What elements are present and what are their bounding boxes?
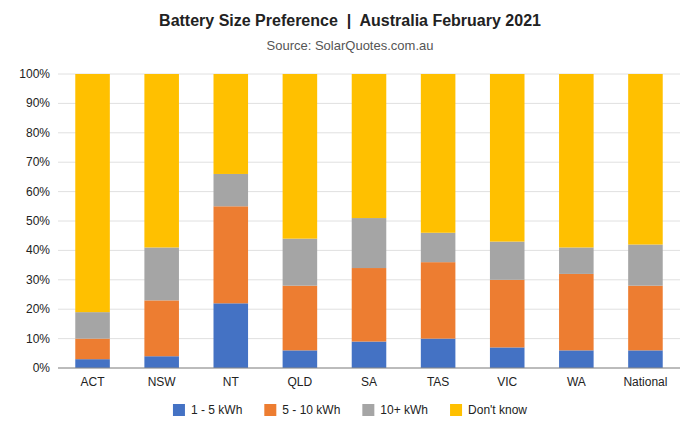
- x-tick-label: National: [623, 375, 667, 389]
- bar-segment: [421, 262, 456, 338]
- y-tick-label: 20%: [26, 302, 50, 316]
- y-tick-label: 90%: [26, 96, 50, 110]
- legend-item: 5 - 10 kWh: [264, 403, 340, 417]
- bar-segment: [421, 339, 456, 368]
- bar-segment: [283, 350, 318, 368]
- x-tick-label: TAS: [427, 375, 449, 389]
- y-tick-label: 100%: [19, 67, 50, 81]
- grid: [58, 74, 680, 368]
- x-tick-label: QLD: [288, 375, 313, 389]
- bar-segment: [144, 300, 179, 356]
- bar-segment: [352, 268, 387, 342]
- bar-segment: [490, 74, 525, 242]
- y-tick-label: 70%: [26, 155, 50, 169]
- x-tick-label: VIC: [497, 375, 517, 389]
- bar-segment: [75, 74, 110, 312]
- bar-segment: [490, 347, 525, 368]
- bar-segment: [628, 245, 663, 286]
- legend-label: 5 - 10 kWh: [282, 403, 340, 417]
- bar-segment: [421, 74, 456, 233]
- bar-segment: [559, 350, 594, 368]
- bar-segment: [283, 74, 318, 239]
- bar-segment: [559, 74, 594, 247]
- bar-segment: [214, 174, 249, 206]
- subtitle: Source: SolarQuotes.com.au: [267, 38, 434, 53]
- y-tick-label: 30%: [26, 273, 50, 287]
- x-tick-label: NT: [223, 375, 240, 389]
- bar-segment: [490, 242, 525, 280]
- grid-line: [58, 368, 680, 369]
- y-tick-label: 0%: [33, 361, 51, 375]
- legend-item: 10+ kWh: [362, 403, 428, 417]
- legend-swatch: [362, 404, 374, 416]
- y-tick-label: 10%: [26, 332, 50, 346]
- bar-segment: [144, 74, 179, 247]
- bar-segment: [490, 280, 525, 348]
- legend-label: 1 - 5 kWh: [191, 403, 242, 417]
- title: Battery Size Preference | Australia Febr…: [159, 12, 541, 29]
- bar-segment: [352, 342, 387, 368]
- legend-swatch: [264, 404, 276, 416]
- legend: 1 - 5 kWh 5 - 10 kWh 10+ kWh Don't know: [173, 403, 527, 417]
- bar-segment: [144, 356, 179, 368]
- bar-segment: [352, 74, 387, 218]
- bar-segment: [559, 247, 594, 273]
- bar-segment: [214, 74, 249, 174]
- x-tick-label: SA: [361, 375, 377, 389]
- chart: Battery Size Preference | Australia Febr…: [0, 0, 700, 440]
- legend-swatch: [173, 404, 185, 416]
- legend-label: Don't know: [468, 403, 527, 417]
- bar-segment: [75, 359, 110, 368]
- y-tick-label: 50%: [26, 214, 50, 228]
- bar-segment: [283, 286, 318, 351]
- bar-segment: [628, 286, 663, 351]
- bar-segment: [352, 218, 387, 268]
- bar-segment: [75, 312, 110, 338]
- x-tick-label: NSW: [148, 375, 177, 389]
- legend-item: 1 - 5 kWh: [173, 403, 242, 417]
- bars: [75, 74, 662, 368]
- bar-segment: [628, 350, 663, 368]
- y-tick-label: 80%: [26, 126, 50, 140]
- x-tick-label: WA: [567, 375, 586, 389]
- y-tick-label: 40%: [26, 243, 50, 257]
- legend-item: Don't know: [450, 403, 527, 417]
- bar-segment: [144, 247, 179, 300]
- bar-segment: [628, 74, 663, 245]
- y-tick-label: 60%: [26, 185, 50, 199]
- x-axis-line: [58, 368, 680, 369]
- bar-segment: [559, 274, 594, 350]
- bar-segment: [283, 239, 318, 286]
- bar-segment: [214, 206, 249, 303]
- bar-segment: [214, 303, 249, 368]
- legend-label: 10+ kWh: [380, 403, 428, 417]
- bar-segment: [75, 339, 110, 360]
- legend-swatch: [450, 404, 462, 416]
- bar-segment: [421, 233, 456, 262]
- x-tick-label: ACT: [81, 375, 106, 389]
